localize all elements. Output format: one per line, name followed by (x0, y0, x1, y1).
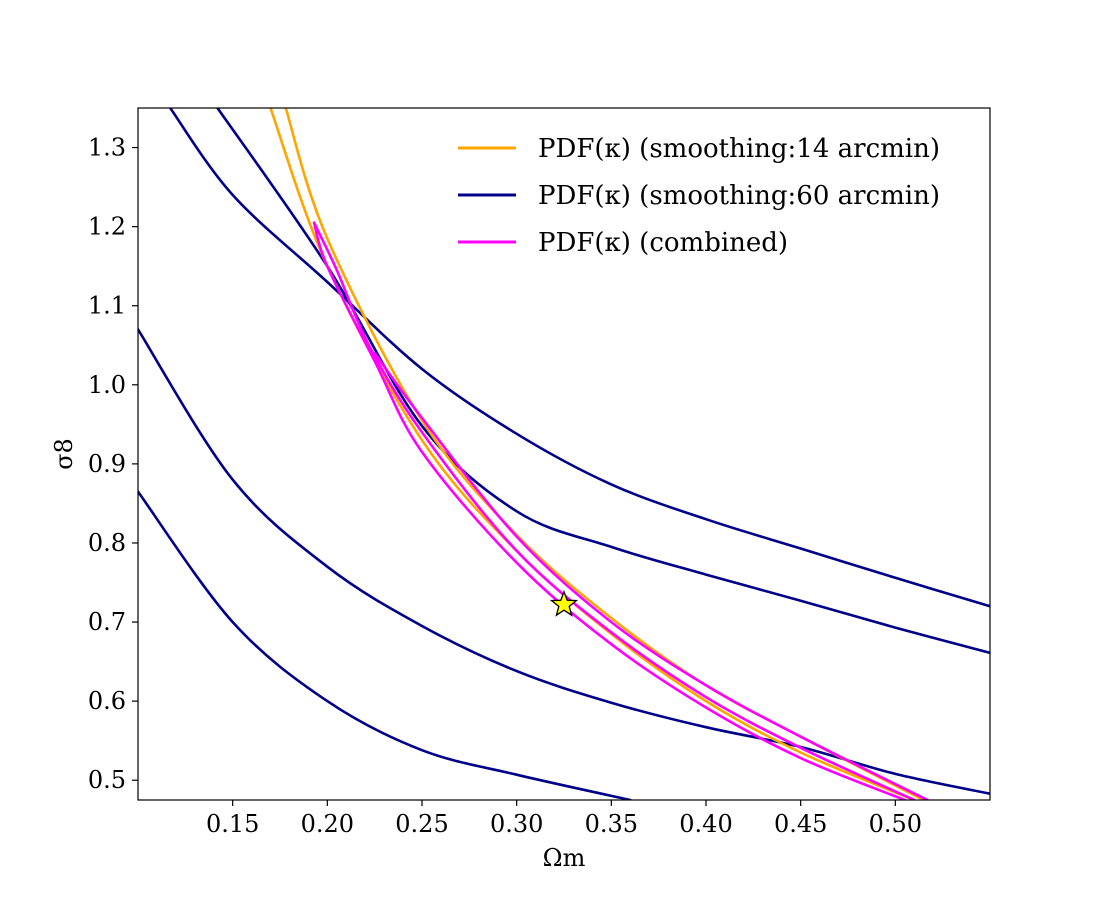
y-axis-ticks: 0.5 0.6 0.7 0.8 0.9 1.0 1.1 1.2 1.3 (88, 134, 138, 794)
contour-combined-6 (312, 221, 907, 800)
x-tick-label: 0.45 (774, 810, 827, 838)
contour-lines (138, 108, 990, 800)
x-tick-label: 0.30 (490, 810, 543, 838)
y-tick-label: 1.3 (88, 134, 126, 162)
contour-smoothing-60-3 (216, 108, 990, 655)
legend: PDF(κ) (smoothing:14 arcmin) PDF(κ) (smo… (458, 134, 940, 258)
legend-label-combined: PDF(κ) (combined) (538, 228, 788, 258)
legend-label-smoothing-14: PDF(κ) (smoothing:14 arcmin) (538, 134, 940, 164)
y-tick-label: 1.2 (88, 213, 126, 241)
contour-smoothing-60-2 (168, 108, 990, 608)
y-tick-label: 1.1 (88, 292, 126, 320)
contour-combined-7 (312, 221, 916, 800)
fiducial-marker-layer (549, 589, 579, 617)
x-axis-label: Ωm (543, 844, 586, 872)
y-tick-label: 0.8 (88, 529, 126, 557)
y-tick-label: 0.5 (88, 766, 126, 794)
contour-smoothing-60-1 (138, 328, 990, 795)
x-tick-label: 0.25 (395, 810, 448, 838)
x-tick-label: 0.50 (869, 810, 922, 838)
y-axis-label: σ8 (50, 438, 78, 470)
legend-label-smoothing-60: PDF(κ) (smoothing:60 arcmin) (538, 181, 940, 211)
x-tick-label: 0.20 (301, 810, 354, 838)
y-tick-label: 0.9 (88, 450, 126, 478)
y-tick-label: 1.0 (88, 371, 126, 399)
fiducial-star-marker (549, 589, 579, 617)
contour-smoothing-60-0 (138, 490, 632, 800)
y-tick-label: 0.7 (88, 608, 126, 636)
x-axis-ticks: 0.15 0.20 0.25 0.30 0.35 0.40 0.45 0.50 (206, 800, 922, 838)
y-tick-label: 0.6 (88, 687, 126, 715)
x-tick-label: 0.35 (585, 810, 638, 838)
contour-combined-8 (373, 351, 929, 800)
x-tick-label: 0.15 (206, 810, 259, 838)
plot-frame (137, 107, 991, 801)
plot-area (138, 108, 990, 800)
x-tick-label: 0.40 (679, 810, 732, 838)
